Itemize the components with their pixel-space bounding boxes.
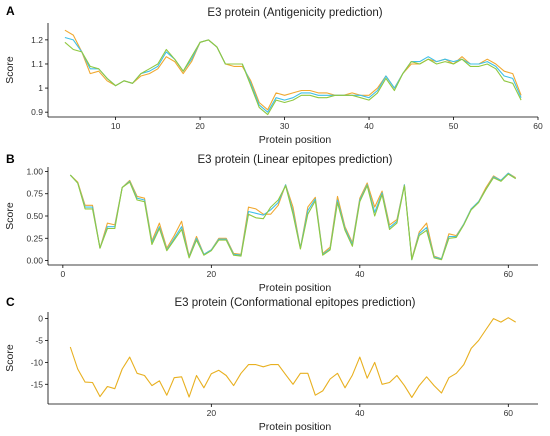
y-tick-label: -5 [35,335,43,345]
panel-a: A E3 protein (Antigenicity prediction) Sco… [4,4,543,146]
y-tick-label: 0.50 [26,211,43,221]
y-tick-label: 0.25 [26,233,43,243]
x-tick-label: 10 [111,121,121,131]
x-tick-label: 20 [195,121,205,131]
x-tick-label: 30 [280,121,290,131]
x-tick-label: 50 [449,121,459,131]
y-tick-label: 0.75 [26,189,43,199]
y-tick-label: -15 [31,379,44,389]
y-tick-label: 0.9 [31,107,43,117]
x-tick-label: 0 [60,269,65,279]
x-tick-label: 40 [355,408,365,418]
y-axis-label: Score [4,344,16,372]
series-line-1 [69,317,516,398]
series-line-3 [64,39,522,116]
y-axis-label: Score [4,202,16,230]
panel-letter: C [6,295,15,309]
panel-c: C E3 protein (Conformational epitopes pre… [4,295,538,433]
x-axis-label: Protein position [259,134,332,146]
series-line-3 [69,173,516,261]
x-tick-label: 40 [364,121,374,131]
x-tick-label: 60 [504,408,514,418]
x-tick-label: 60 [504,269,514,279]
x-tick-label: 20 [207,269,217,279]
y-tick-label: 0.00 [26,256,43,266]
series-line-2 [64,36,522,113]
x-tick-label: 40 [355,269,365,279]
y-tick-label: 1 [38,83,43,93]
chart-title: E3 protein (Conformational epitopes pred… [175,297,416,309]
y-axis-label: Score [4,56,16,84]
y-tick-label: -10 [31,357,44,367]
panel-letter: B [6,152,15,166]
chart-title: E3 protein (Linear epitopes prediction) [198,154,393,166]
y-tick-label: 0 [38,314,43,324]
panel-b: B E3 protein (Linear epitopes prediction)… [4,152,538,294]
y-tick-label: 1.2 [31,35,43,45]
chart-title: E3 protein (Antigenicity prediction) [207,7,382,19]
panel-letter: A [6,4,15,18]
x-axis-label: Protein position [259,421,332,433]
x-tick-label: 20 [207,408,217,418]
y-tick-label: 1.00 [26,166,43,176]
x-tick-label: 60 [533,121,543,131]
x-axis-label: Protein position [259,282,332,294]
y-tick-label: 1.1 [31,59,43,69]
